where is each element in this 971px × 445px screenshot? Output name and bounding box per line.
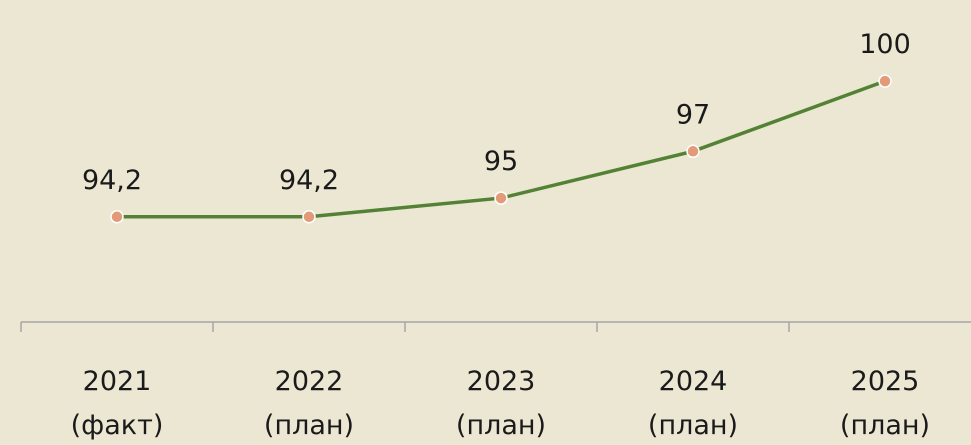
data-label: 100 [859, 29, 911, 60]
data-label: 95 [484, 146, 518, 177]
marker [878, 74, 892, 88]
data-label: 94,2 [82, 165, 142, 196]
x-tick-label: 2022 (план) [264, 366, 354, 441]
data-label: 97 [676, 99, 710, 130]
marker [686, 144, 700, 159]
x-tick-label: 2023 (план) [456, 366, 546, 441]
data-label: 94,2 [279, 165, 339, 196]
marker [494, 191, 508, 205]
x-tick-label: 2025 (план) [840, 366, 930, 441]
marker [110, 210, 124, 224]
x-tick-label: 2021 (факт) [71, 366, 164, 441]
marker [302, 210, 316, 224]
x-tick-label: 2024 (план) [648, 366, 738, 441]
